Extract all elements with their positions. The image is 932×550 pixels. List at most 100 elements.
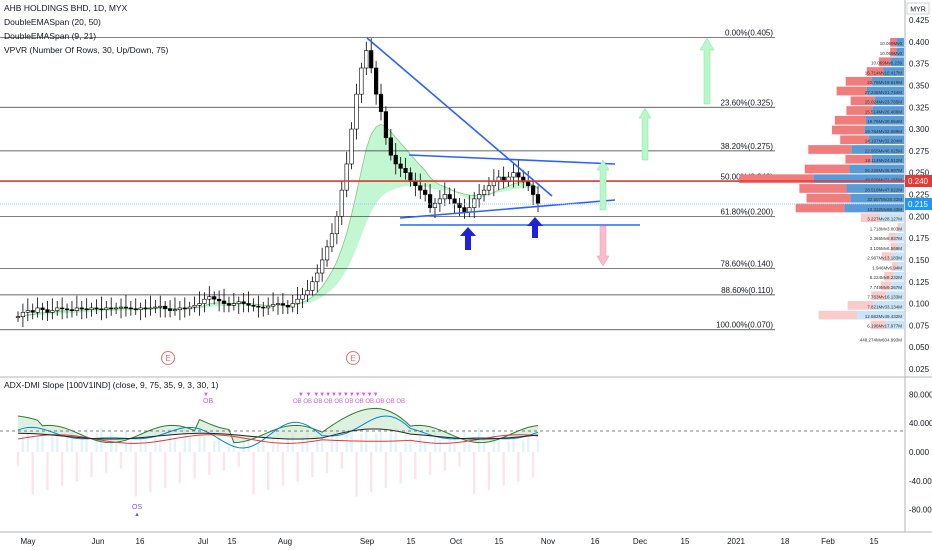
time-tick-7: 15 xyxy=(407,537,416,546)
price-tick-4: 0.325 xyxy=(909,103,930,112)
vp-label-3: 16.714Mv10.417M xyxy=(865,70,903,75)
earnings-marker-2-label: E xyxy=(350,354,355,363)
time-tick-15: 18 xyxy=(781,537,790,546)
histogram-bar-90 xyxy=(458,452,461,467)
histogram-bar-31 xyxy=(168,428,172,452)
time-tick-2: 16 xyxy=(136,537,145,546)
time-tick-6: Sep xyxy=(360,537,375,546)
candle-body-96 xyxy=(486,185,492,191)
slope-line xyxy=(17,428,539,440)
histogram-bar-0 xyxy=(16,452,20,467)
histogram-bar-25 xyxy=(139,430,142,452)
histogram-bar-35 xyxy=(188,437,191,452)
candle-body-68 xyxy=(349,128,354,165)
price-tick-3: 0.350 xyxy=(909,81,930,90)
histogram-bar-93 xyxy=(473,452,476,495)
vp-up-bar-26 xyxy=(885,291,904,301)
price-tick-8: 0.225 xyxy=(909,191,930,200)
legend-vpvr[interactable]: VPVR (Number Of Rows, 30, Up/Down, 75) xyxy=(4,45,169,55)
candle-body-61 xyxy=(315,272,320,283)
histogram-bar-13 xyxy=(80,433,83,452)
candle-body-31 xyxy=(167,308,173,311)
vp-down-bar-24 xyxy=(884,271,894,281)
indicator-axis: 80.000 40.000 0.000 -40.000 -80.000 xyxy=(909,390,932,514)
vp-down-bar-19 xyxy=(897,223,901,232)
time-tick-0: May xyxy=(20,537,35,546)
di-minus-line xyxy=(17,434,539,444)
vp-label-6: 15.024Mv23.785M xyxy=(865,100,903,105)
candle-body-90 xyxy=(457,202,462,208)
fib-label-4: 61.80%(0.200) xyxy=(721,207,774,216)
price-tick-11: 0.150 xyxy=(909,256,930,265)
candle-body-56 xyxy=(290,303,295,308)
legend-ema-20-50[interactable]: DoubleEMASpan (20, 50) xyxy=(4,17,101,27)
earnings-marker-1[interactable]: E xyxy=(161,351,175,365)
vp-label-0: 10.069Mv0 xyxy=(880,41,903,46)
vp-up-bar-16 xyxy=(850,193,904,203)
vp-up-bar-20 xyxy=(895,232,904,242)
candle-body-95 xyxy=(481,189,487,195)
histogram-bar-21 xyxy=(119,452,123,469)
histogram-bar-55 xyxy=(286,437,290,452)
vp-label-21: 3.105Mv6.569M xyxy=(870,246,903,251)
triangle-upper-line xyxy=(408,154,616,165)
histogram-bar-38 xyxy=(203,436,206,452)
indicator-tick-0: 80.000 xyxy=(909,390,932,399)
histogram-bar-32 xyxy=(173,438,177,452)
vp-up-bar-10 xyxy=(868,135,904,145)
vp-up-bar-5 xyxy=(866,86,904,96)
candle-body-55 xyxy=(285,305,290,308)
candle-body-28 xyxy=(153,306,158,309)
ema-cloud-area xyxy=(18,124,538,317)
candle-body-51 xyxy=(266,305,271,309)
vp-up-bar-8 xyxy=(865,115,904,125)
histogram-bar-105 xyxy=(531,452,535,478)
vp-down-bar-6 xyxy=(850,96,875,106)
vp-up-bar-1 xyxy=(896,47,904,57)
vp-down-bar-10 xyxy=(840,135,869,145)
price-axis: 0.425 0.400 0.375 0.350 0.325 0.300 0.275 0.250… xyxy=(909,16,930,374)
earnings-marker-2[interactable]: E xyxy=(346,351,360,365)
candle-body-4 xyxy=(35,307,40,313)
red-stop-arrow xyxy=(596,225,610,267)
descending-trendline xyxy=(366,37,553,197)
candle-body-80 xyxy=(408,172,413,182)
histogram-bar-45 xyxy=(237,452,240,467)
vp-up-bar-28 xyxy=(857,310,904,320)
histogram-bar-49 xyxy=(257,439,260,452)
legend-symbol[interactable]: AHB HOLDINGS BHD, 1D, MYX xyxy=(4,3,128,13)
vp-up-bar-12 xyxy=(871,154,904,164)
candle-body-36 xyxy=(192,305,197,308)
candle-body-11 xyxy=(69,309,75,311)
histogram-bar-28 xyxy=(154,429,157,452)
candle-body-22 xyxy=(123,306,129,309)
vp-up-bar-22 xyxy=(891,252,904,262)
candle-body-58 xyxy=(300,294,305,300)
vp-down-bar-27 xyxy=(847,301,873,310)
candle-body-75 xyxy=(383,111,389,139)
histogram-bar-61 xyxy=(316,436,319,452)
indicator-tick-1: 40.000 xyxy=(909,419,932,428)
green-target-arrow-3 xyxy=(699,37,715,105)
di-plus-line xyxy=(17,415,539,449)
candle-body-44 xyxy=(231,303,236,306)
histogram-bar-63 xyxy=(325,452,329,473)
candle-body-18 xyxy=(104,307,109,310)
adx-fill xyxy=(18,408,538,443)
vp-up-bar-18 xyxy=(880,213,904,223)
histogram-bar-83 xyxy=(423,440,427,452)
vp-up-bar-13 xyxy=(849,164,904,174)
vp-down-bar-18 xyxy=(860,213,881,223)
histogram-bar-60 xyxy=(311,452,314,478)
indicator-title[interactable]: ADX-DMI Slope [100V1IND] (close, 9, 75, … xyxy=(4,380,219,390)
vp-label-27: 7.821Mv33.134M xyxy=(867,304,902,309)
candle-body-101 xyxy=(511,172,516,178)
currency-badge xyxy=(906,2,930,15)
time-tick-11: 16 xyxy=(591,537,600,546)
histogram-bar-56 xyxy=(291,432,294,452)
candle-body-45 xyxy=(236,301,241,304)
candle-body-69 xyxy=(354,93,359,130)
legend-ema-9-21[interactable]: DoubleEMASpan (9, 21) xyxy=(4,31,97,41)
vp-label-5: 27.245Mv21.744M xyxy=(865,90,903,95)
candle-body-41 xyxy=(217,298,222,302)
